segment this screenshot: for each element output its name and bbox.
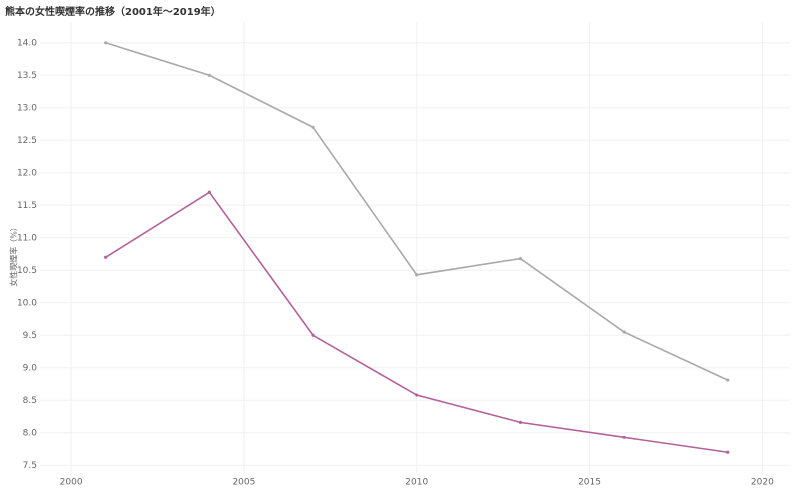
point (518, 420, 523, 424)
x-tick-label: 2015 (578, 478, 601, 488)
point (415, 393, 419, 397)
x-tick-label: 2010 (405, 478, 428, 488)
point (726, 378, 730, 382)
y-tick-label: 13.0 (17, 103, 37, 113)
point (311, 333, 315, 337)
point (207, 73, 211, 77)
y-tick-label: 7.5 (23, 461, 37, 471)
chart-title: 熊本の女性喫煙率の推移（2001年〜2019年） (5, 5, 221, 18)
point (622, 330, 626, 334)
y-tick-label: 13.5 (17, 71, 37, 81)
y-tick-label: 12.0 (17, 168, 37, 178)
y-tick-label: 11.5 (17, 201, 37, 211)
point (726, 450, 730, 454)
point (415, 273, 419, 277)
y-tick-label: 12.5 (17, 136, 37, 146)
y-tick-label: 8.5 (23, 396, 37, 406)
x-tick-label: 2020 (751, 478, 774, 488)
point (622, 435, 626, 439)
y-tick-label: 11.0 (17, 233, 37, 243)
x-tick-label: 2005 (232, 478, 255, 488)
y-tick-label: 9.5 (23, 331, 37, 341)
y-axis-label: 女性喫煙率（%） (9, 223, 19, 287)
y-tick-label: 9.0 (23, 363, 38, 373)
point (104, 41, 108, 45)
y-tick-label: 10.0 (17, 298, 37, 308)
x-tick-label: 2000 (60, 478, 83, 488)
point (311, 125, 315, 129)
point (518, 256, 523, 261)
y-tick-label: 10.5 (17, 266, 37, 276)
y-tick-label: 14.0 (17, 38, 37, 48)
point (104, 255, 108, 259)
point (207, 190, 211, 194)
y-tick-label: 8.0 (23, 428, 38, 438)
